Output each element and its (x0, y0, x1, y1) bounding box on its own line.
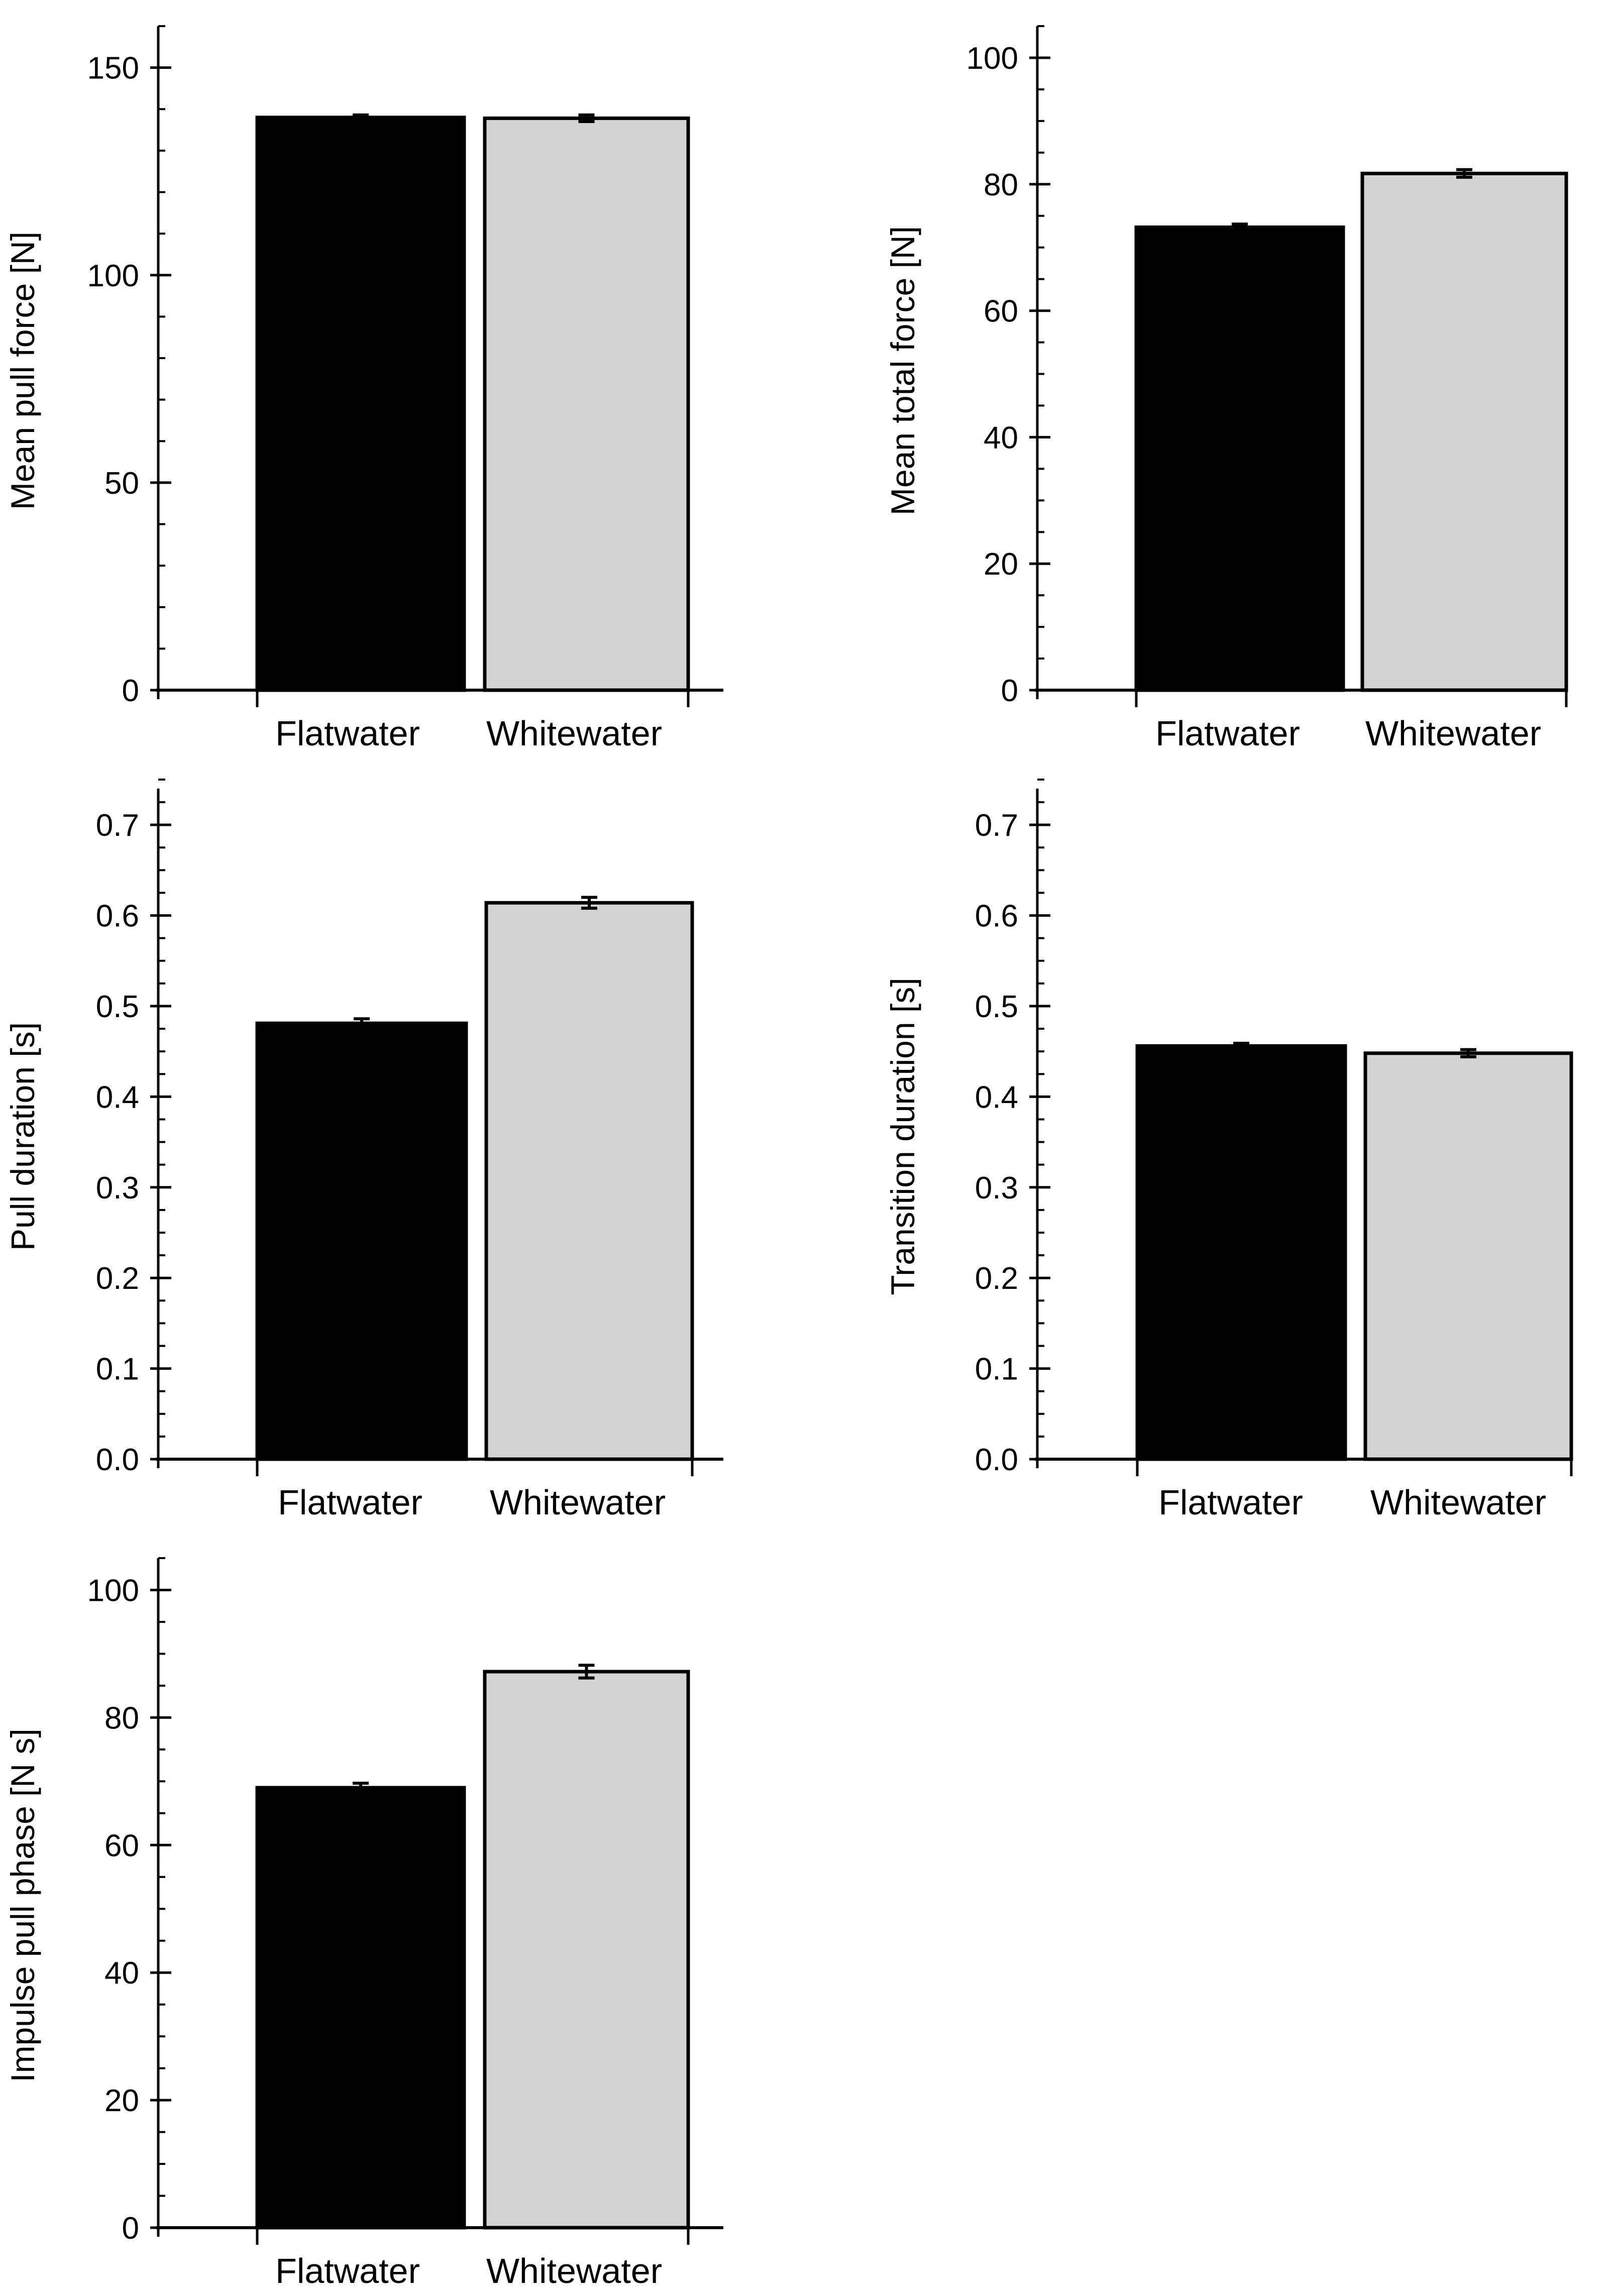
y-tick-label: 0 (122, 2211, 139, 2246)
chart-panel: 0 20 40 60 80 100 Flatwater Whitewater Impulse p… (4, 1557, 723, 2290)
category-label-flatwater: Flatwater (275, 714, 420, 753)
category-label-whitewater: Whitewater (486, 2251, 662, 2290)
category-label-flatwater: Flatwater (278, 1483, 422, 1522)
y-tick-label: 0.1 (96, 1352, 139, 1387)
y-tick-label: 0.5 (975, 990, 1018, 1024)
y-tick-label: 40 (104, 1956, 139, 1991)
y-tick-label: 0.0 (96, 1443, 139, 1477)
chart-panel: 0.0 0.1 0.2 0.3 0.4 0.5 0.6 0.7 Flatwater Whitewa… (4, 778, 723, 1522)
error-bar-flatwater (353, 113, 369, 122)
y-tick-label: 0.7 (96, 808, 139, 843)
y-tick-label: 0.6 (975, 899, 1018, 934)
y-tick-label: 0.4 (96, 1080, 139, 1115)
bar-flatwater (1134, 225, 1345, 692)
bar-flatwater (255, 1021, 468, 1461)
y-tick-label: 0.4 (975, 1080, 1018, 1115)
error-bar-whitewater (578, 1664, 595, 1680)
bar-whitewater (1360, 171, 1568, 692)
y-tick-label: 20 (984, 547, 1018, 582)
bar-whitewater (483, 1670, 690, 2230)
y-tick-label: 0.5 (96, 990, 139, 1024)
y-tick-label: 60 (984, 294, 1018, 329)
chart-panel: 0 20 40 60 80 100 Flatwater Whitewater Mean tota… (884, 25, 1568, 753)
y-tick-label: 50 (104, 466, 139, 501)
category-label-flatwater: Flatwater (1155, 714, 1300, 753)
error-bar-whitewater (1456, 168, 1472, 179)
y-tick-label: 0.1 (975, 1352, 1018, 1387)
error-bar-whitewater (581, 896, 597, 910)
error-bar-flatwater (1232, 223, 1248, 232)
y-tick-label: 0.6 (96, 899, 139, 934)
category-label-flatwater: Flatwater (275, 2251, 420, 2290)
bar-flatwater (255, 116, 466, 692)
y-tick-label: 100 (87, 259, 139, 293)
y-tick-label: 0 (1001, 674, 1018, 708)
error-bar-flatwater (1233, 1041, 1249, 1050)
category-label-whitewater: Whitewater (486, 714, 662, 753)
y-axis-label: Pull duration [s] (4, 1022, 41, 1251)
y-tick-label: 20 (104, 2084, 139, 2118)
bar-flatwater (1135, 1044, 1347, 1461)
y-tick-label: 100 (966, 41, 1018, 76)
bar-whitewater (483, 116, 690, 692)
error-bar-flatwater (354, 1017, 370, 1030)
y-tick-label: 80 (984, 168, 1018, 202)
y-tick-label: 60 (104, 1828, 139, 1863)
y-tick-label: 0.7 (975, 808, 1018, 843)
y-axis-label: Mean pull force [N] (4, 232, 41, 510)
y-tick-label: 0.3 (96, 1171, 139, 1206)
category-label-whitewater: Whitewater (1370, 1483, 1546, 1522)
y-tick-label: 40 (984, 420, 1018, 455)
bar-whitewater (1363, 1051, 1573, 1461)
error-bar-whitewater (1460, 1048, 1476, 1058)
y-tick-label: 0.2 (96, 1261, 139, 1296)
y-tick-label: 150 (87, 51, 139, 86)
y-tick-label: 100 (87, 1573, 139, 1608)
y-tick-label: 0.2 (975, 1261, 1018, 1296)
y-tick-label: 0.3 (975, 1171, 1018, 1206)
chart-panel: 0 50 100 150 Flatwater Whitewater Mean pull fo… (4, 25, 723, 753)
chart-panel: 0.0 0.1 0.2 0.3 0.4 0.5 0.6 0.7 Flatwater Whitewa… (884, 778, 1573, 1522)
y-tick-label: 80 (104, 1701, 139, 1735)
y-axis-label: Transition duration [s] (884, 977, 921, 1295)
category-label-whitewater: Whitewater (490, 1483, 666, 1522)
y-tick-label: 0.0 (975, 1443, 1018, 1477)
y-axis-label: Impulse pull phase [N s] (4, 1728, 41, 2082)
bar-whitewater (484, 901, 694, 1461)
error-bar-flatwater (353, 1782, 369, 1794)
category-label-flatwater: Flatwater (1158, 1483, 1303, 1522)
error-bar-whitewater (578, 113, 595, 124)
bar-flatwater (255, 1786, 466, 2230)
category-label-whitewater: Whitewater (1365, 714, 1541, 753)
y-tick-label: 0 (122, 674, 139, 708)
y-axis-label: Mean total force [N] (884, 226, 921, 515)
